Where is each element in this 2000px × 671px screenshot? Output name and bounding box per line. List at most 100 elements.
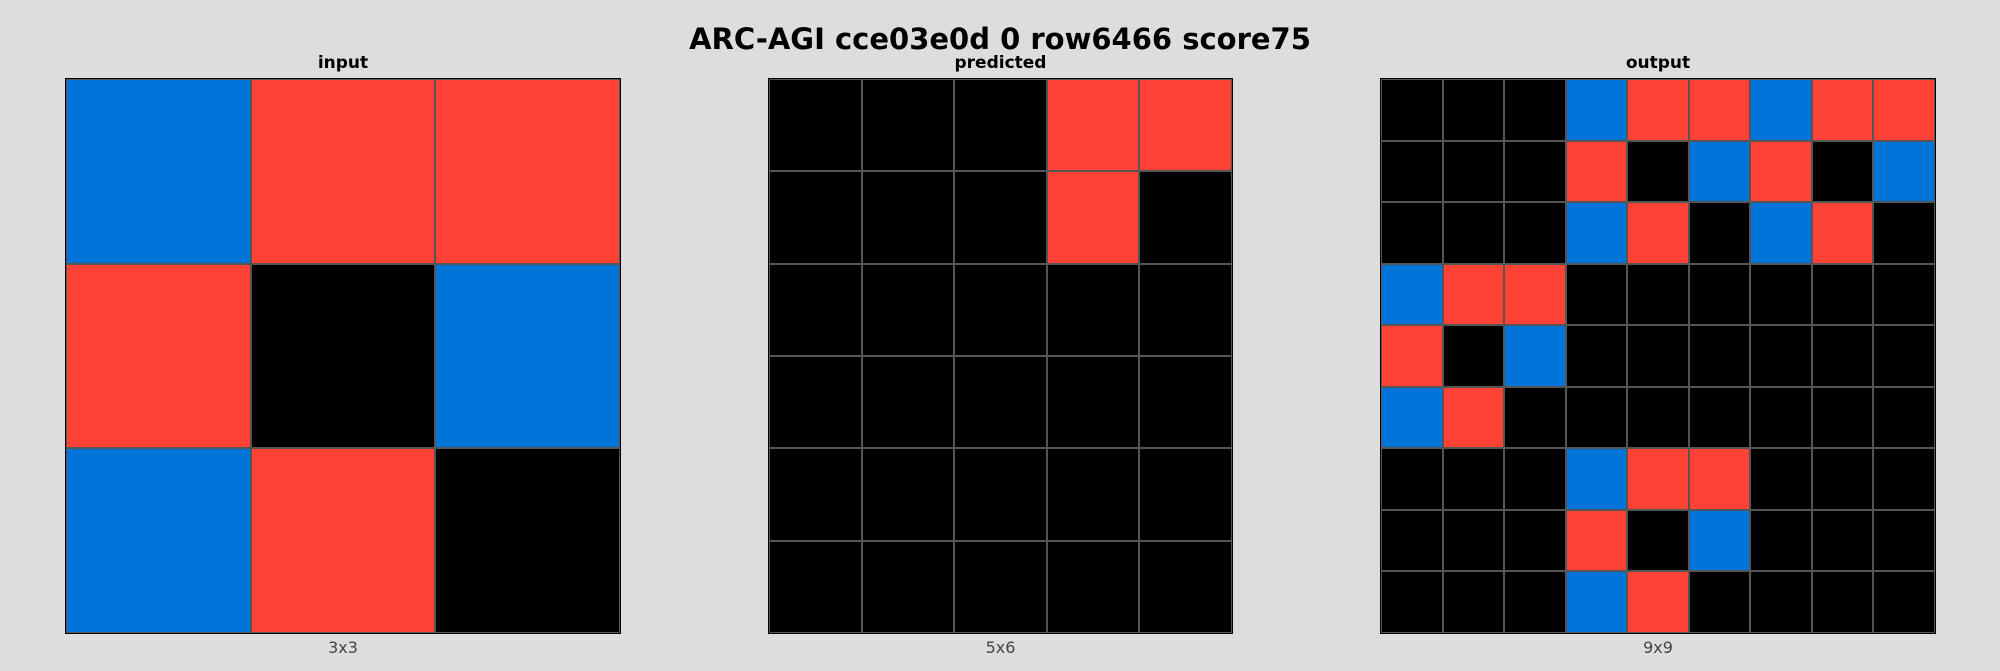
grid-cell: [1750, 140, 1812, 203]
grid-cell: [1811, 571, 1874, 633]
grid-cell: [66, 79, 251, 264]
grid-cell: [1442, 386, 1505, 449]
grid-cell: [1139, 263, 1232, 356]
grid-cell: [1381, 325, 1443, 387]
grid-cell: [1627, 448, 1689, 510]
grid-cell: [1381, 509, 1443, 572]
grid-cell: [1504, 263, 1566, 326]
grid-cell: [1565, 509, 1628, 572]
grid-cell: [1442, 202, 1505, 264]
grid-cell: [1627, 79, 1689, 141]
grid-cell: [861, 263, 955, 356]
grid-cell: [1381, 571, 1443, 633]
grid-cell: [1442, 79, 1505, 141]
grid-cell: [1381, 202, 1443, 264]
grid-cell: [1873, 325, 1935, 387]
grid-cell: [1046, 171, 1140, 264]
grid-cell: [954, 79, 1047, 172]
grid-cell: [1688, 325, 1751, 387]
grid-cell: [1627, 571, 1689, 633]
grid-cell: [1688, 448, 1751, 510]
grid-cell: [1442, 140, 1505, 203]
grid-cell: [1504, 79, 1566, 141]
grid-cell: [1139, 448, 1232, 541]
grid-cell: [1504, 325, 1566, 387]
grid-cell: [1873, 448, 1935, 510]
grid-cell: [1811, 79, 1874, 141]
grid-cell: [1046, 263, 1140, 356]
grid-cell: [1688, 386, 1751, 449]
grid-cell: [1139, 356, 1232, 449]
grid-cell: [1688, 571, 1751, 633]
output-grid: [1380, 78, 1936, 634]
grid-cell: [1750, 509, 1812, 572]
grid-cell: [1750, 386, 1812, 449]
grid-cell: [1750, 325, 1812, 387]
grid-cell: [1873, 571, 1935, 633]
grid-cell: [769, 356, 862, 449]
input-panel-title: input: [317, 53, 369, 73]
grid-cell: [1873, 386, 1935, 449]
grid-cell: [1627, 509, 1689, 572]
grid-cell: [861, 171, 955, 264]
grid-cell: [1046, 79, 1140, 172]
grid-cell: [435, 263, 620, 449]
grid-cell: [1381, 386, 1443, 449]
grid-cell: [1504, 386, 1566, 449]
grid-cell: [769, 448, 862, 541]
grid-cell: [1139, 79, 1232, 172]
grid-cell: [954, 356, 1047, 449]
grid-cell: [861, 79, 955, 172]
grid-cell: [1046, 356, 1140, 449]
grid-cell: [1750, 448, 1812, 510]
grid-cell: [1381, 140, 1443, 203]
grid-cell: [769, 263, 862, 356]
grid-cell: [1504, 509, 1566, 572]
grid-cell: [769, 171, 862, 264]
grid-cell: [1873, 79, 1935, 141]
grid-cell: [1811, 263, 1874, 326]
input-size-caption: 3x3: [328, 638, 358, 657]
grid-cell: [66, 263, 251, 449]
predicted-size-caption: 5x6: [985, 638, 1016, 657]
grid-cell: [1688, 509, 1751, 572]
grid-cell: [1565, 79, 1628, 141]
grid-cell: [1442, 509, 1505, 572]
grid-cell: [1750, 202, 1812, 264]
grid-cell: [1688, 202, 1751, 264]
grid-cell: [1750, 571, 1812, 633]
grid-cell: [1381, 263, 1443, 326]
grid-cell: [769, 540, 862, 633]
grid-cell: [1627, 325, 1689, 387]
grid-cell: [1046, 448, 1140, 541]
grid-cell: [1565, 263, 1628, 326]
grid-cell: [1873, 263, 1935, 326]
grid-cell: [1504, 202, 1566, 264]
grid-cell: [250, 263, 436, 449]
grid-cell: [1565, 448, 1628, 510]
grid-cell: [1873, 509, 1935, 572]
grid-cell: [1627, 202, 1689, 264]
grid-cell: [250, 79, 436, 264]
output-size-caption: 9x9: [1643, 638, 1673, 657]
predicted-panel-title: predicted: [954, 53, 1047, 73]
grid-cell: [1504, 140, 1566, 203]
grid-cell: [1139, 540, 1232, 633]
grid-cell: [769, 79, 862, 172]
grid-cell: [1442, 263, 1505, 326]
grid-cell: [1873, 202, 1935, 264]
grid-cell: [954, 448, 1047, 541]
grid-cell: [954, 263, 1047, 356]
grid-cell: [1381, 448, 1443, 510]
grid-cell: [66, 448, 251, 633]
grid-cell: [1688, 263, 1751, 326]
grid-cell: [1565, 571, 1628, 633]
grid-cell: [954, 540, 1047, 633]
grid-cell: [1442, 448, 1505, 510]
figure-title: ARC-AGI cce03e0d 0 row6466 score75: [689, 22, 1311, 56]
grid-cell: [1504, 571, 1566, 633]
grid-cell: [1565, 202, 1628, 264]
predicted-grid: [768, 78, 1233, 634]
grid-cell: [954, 171, 1047, 264]
grid-cell: [1811, 140, 1874, 203]
